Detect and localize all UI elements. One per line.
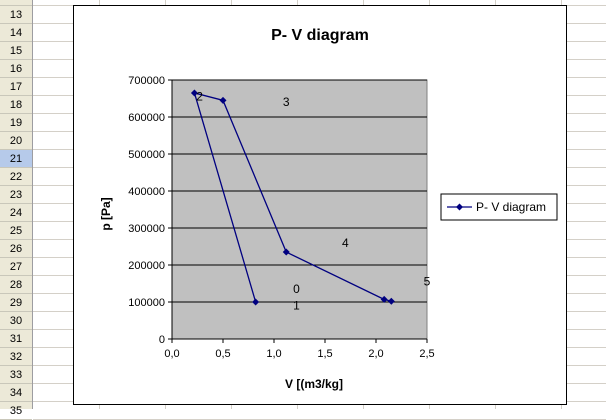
y-tick-label: 100000 xyxy=(128,297,165,309)
x-axis-label: V [(m3/kg] xyxy=(285,377,343,391)
row-number-19[interactable]: 19 xyxy=(0,114,32,132)
x-tick-label: 2,5 xyxy=(419,348,434,360)
row-number-17[interactable]: 17 xyxy=(0,78,32,96)
row-number-31[interactable]: 31 xyxy=(0,330,32,348)
plot-area: 0 100000 200000 300000 400000 500000 600000 700… xyxy=(128,75,434,360)
y-tick-label: 0 xyxy=(159,334,165,346)
chart-title: P- V diagram xyxy=(271,27,369,44)
row-number-14[interactable]: 14 xyxy=(0,24,32,42)
y-tick-label: 300000 xyxy=(128,223,165,235)
x-tick-label: 0,0 xyxy=(164,348,179,360)
row-number-23[interactable]: 23 xyxy=(0,186,32,204)
y-axis-label: p [Pa] xyxy=(99,197,113,230)
y-tick-label: 200000 xyxy=(128,260,165,272)
y-tick-label: 500000 xyxy=(128,149,165,161)
row-number-30[interactable]: 30 xyxy=(0,312,32,330)
x-tick-label: 1,0 xyxy=(266,348,281,360)
row-number-32[interactable]: 32 xyxy=(0,348,32,366)
annotation-label: 1 xyxy=(293,299,300,313)
row-number-27[interactable]: 27 xyxy=(0,258,32,276)
annotation-label: 0 xyxy=(293,282,300,296)
annotation-label: 4 xyxy=(342,236,349,250)
data-point xyxy=(219,96,227,104)
row-number-29[interactable]: 29 xyxy=(0,294,32,312)
row-number-13[interactable]: 13 xyxy=(0,6,32,24)
legend: P- V diagram xyxy=(440,193,558,221)
y-tick-label: 700000 xyxy=(128,75,165,87)
row-number-28[interactable]: 28 xyxy=(0,276,32,294)
row-number-35[interactable]: 35 xyxy=(0,402,32,420)
legend-diamond-icon xyxy=(456,203,463,211)
data-point xyxy=(190,89,198,97)
y-tick-label: 600000 xyxy=(128,112,165,124)
row-header-column: 1213141516171819202122232425262728293031… xyxy=(0,0,33,420)
row-number-18[interactable]: 18 xyxy=(0,96,32,114)
x-tick-label: 0,5 xyxy=(215,348,230,360)
row-number-16[interactable]: 16 xyxy=(0,60,32,78)
legend-label: P- V diagram xyxy=(476,200,546,214)
annotation-label: 2 xyxy=(196,90,203,104)
row-number-24[interactable]: 24 xyxy=(0,204,32,222)
row-number-22[interactable]: 22 xyxy=(0,168,32,186)
row-number-33[interactable]: 33 xyxy=(0,366,32,384)
data-point xyxy=(380,295,388,303)
data-point xyxy=(282,248,290,256)
data-point xyxy=(252,298,260,306)
chart-object[interactable]: P- V diagram 0 100000 200000 300000 400000 50… xyxy=(73,5,567,405)
row-number-12[interactable]: 12 xyxy=(0,0,32,6)
data-point xyxy=(387,297,395,305)
pv-chart-svg: P- V diagram 010000020000030000040000050… xyxy=(99,27,558,391)
row-number-34[interactable]: 34 xyxy=(0,384,32,402)
y-tick-label: 400000 xyxy=(128,186,165,198)
x-tick-label: 1,5 xyxy=(317,348,332,360)
row-number-21[interactable]: 21 xyxy=(0,150,32,168)
annotation-label: 3 xyxy=(283,95,290,109)
row-number-15[interactable]: 15 xyxy=(0,42,32,60)
row-number-20[interactable]: 20 xyxy=(0,132,32,150)
row-number-25[interactable]: 25 xyxy=(0,222,32,240)
row-number-26[interactable]: 26 xyxy=(0,240,32,258)
annotation-label: 5 xyxy=(424,275,431,289)
x-tick-label: 2,0 xyxy=(368,348,383,360)
